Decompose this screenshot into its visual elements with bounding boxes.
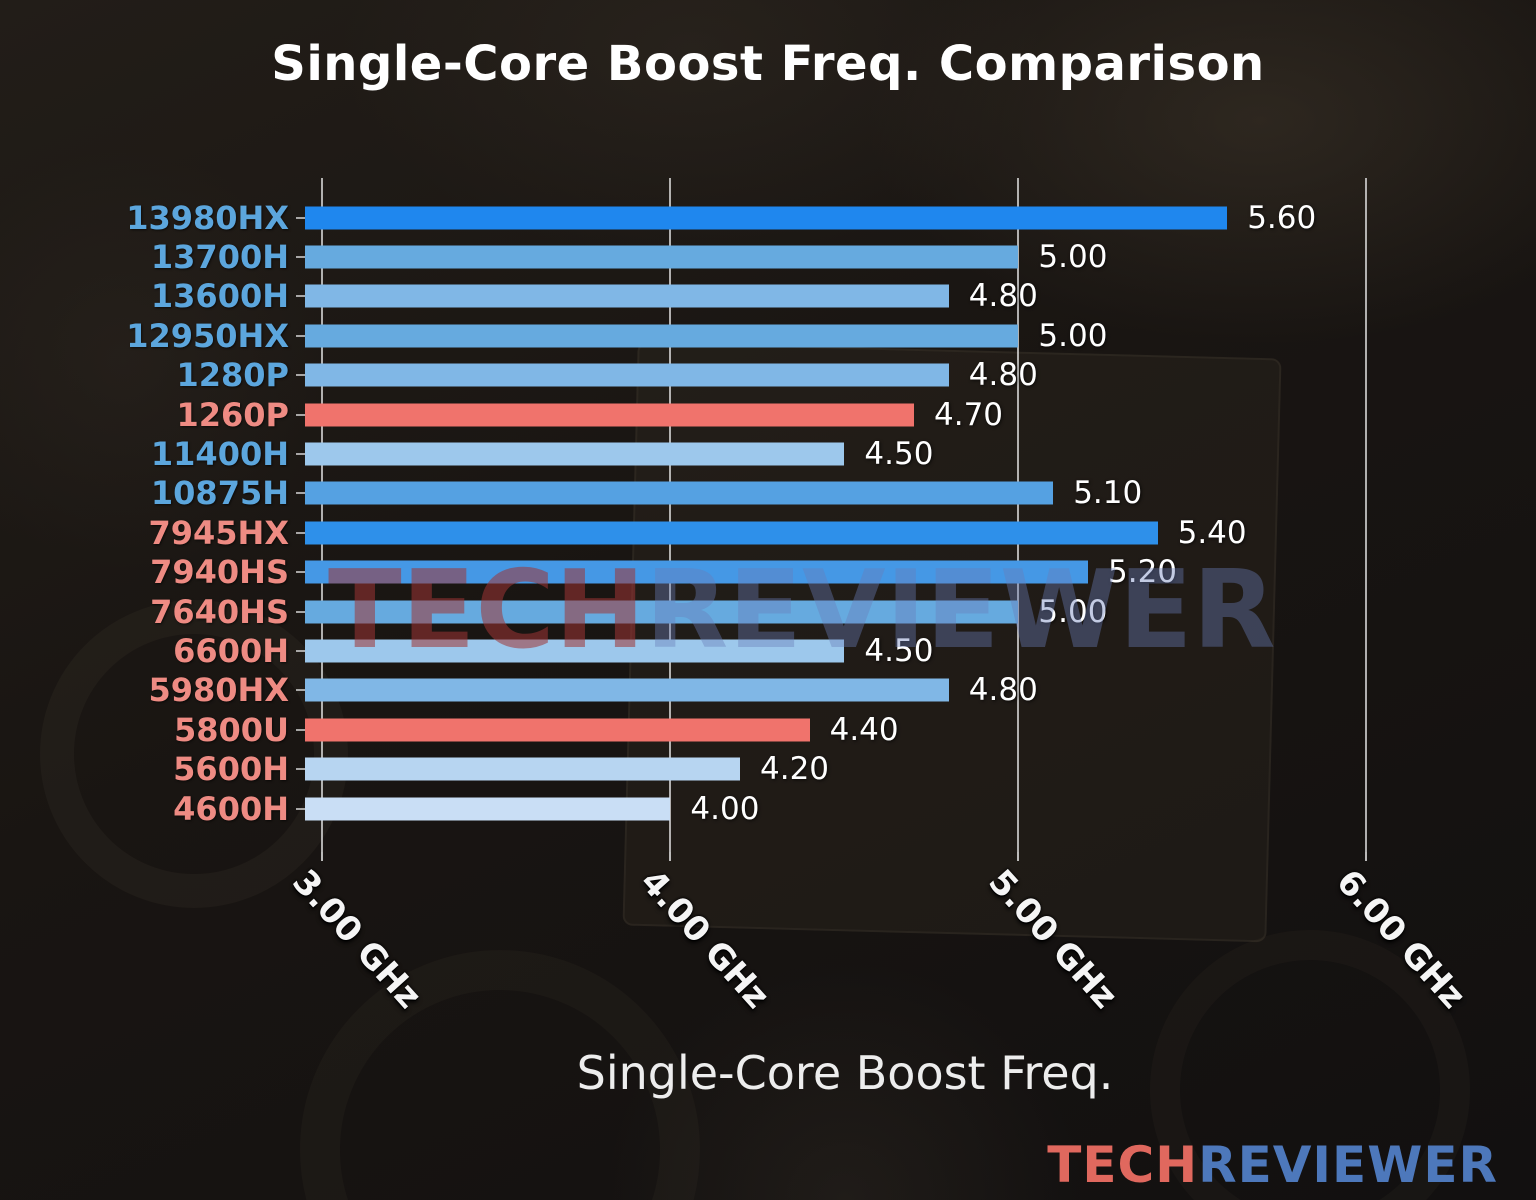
logo-tech: TECH	[1047, 1136, 1199, 1194]
bar-area: 4.70	[305, 395, 1536, 434]
bar	[305, 600, 1019, 624]
bar-area: 4.80	[305, 356, 1536, 395]
bar-area: 4.50	[305, 434, 1536, 473]
category-label: 12950HX	[126, 316, 289, 355]
bar	[305, 797, 671, 821]
category-label: 13980HX	[126, 198, 289, 237]
x-tick-mark	[321, 852, 324, 861]
category-label: 5800U	[173, 710, 289, 749]
value-label: 4.50	[864, 436, 934, 473]
category-label: 13700H	[150, 238, 289, 277]
value-label: 5.00	[1038, 317, 1108, 354]
bar	[305, 206, 1228, 230]
category-label: 1280P	[176, 356, 289, 395]
bar	[305, 757, 740, 781]
category-label: 11400H	[150, 435, 289, 474]
bar-area: 4.80	[305, 277, 1536, 316]
value-label: 5.10	[1073, 475, 1143, 512]
logo-reviewer: REVIEWER	[1198, 1136, 1498, 1194]
chart-row: 1280P 4.80	[0, 356, 1536, 395]
bar	[305, 403, 914, 427]
category-label: 5600H	[173, 750, 289, 789]
chart-row: 5980HX 4.80	[0, 671, 1536, 710]
value-label: 5.20	[1108, 554, 1178, 591]
x-axis-label: Single-Core Boost Freq.	[576, 1046, 1114, 1100]
bar-area: 4.80	[305, 671, 1536, 710]
chart-row: 10875H 5.10	[0, 474, 1536, 513]
value-label: 4.40	[829, 711, 899, 748]
chart-row: 4600H 4.00	[0, 789, 1536, 828]
category-label: 7940HS	[150, 553, 289, 592]
x-tick-label: 3.00 GHz	[284, 862, 430, 1017]
x-tick-label: 6.00 GHz	[1328, 862, 1474, 1017]
x-tick-mark	[669, 852, 672, 861]
bar	[305, 284, 949, 308]
chart-row: 5800U 4.40	[0, 710, 1536, 749]
chart-row: 11400H 4.50	[0, 434, 1536, 473]
category-label: 6600H	[173, 631, 289, 670]
chart-row: 7945HX 5.40	[0, 513, 1536, 552]
x-tick-mark	[1017, 852, 1020, 861]
chart-title: Single-Core Boost Freq. Comparison	[271, 36, 1265, 92]
bar-area: 5.20	[305, 553, 1536, 592]
category-label: 5980HX	[148, 671, 289, 710]
category-label: 7640HS	[150, 592, 289, 631]
bar-area: 5.40	[305, 513, 1536, 552]
category-label: 1260P	[176, 395, 289, 434]
value-label: 4.00	[690, 790, 760, 827]
category-label: 7945HX	[148, 513, 289, 552]
value-label: 4.80	[968, 278, 1038, 315]
bar-area: 5.00	[305, 237, 1536, 276]
bar	[305, 718, 810, 742]
category-label: 13600H	[150, 277, 289, 316]
value-label: 4.70	[934, 396, 1004, 433]
value-label: 4.80	[968, 357, 1038, 394]
value-label: 5.40	[1177, 514, 1247, 551]
bar	[305, 678, 949, 702]
bar	[305, 639, 845, 663]
chart-row: 1260P 4.70	[0, 395, 1536, 434]
chart-row: 12950HX 5.00	[0, 316, 1536, 355]
bar	[305, 560, 1088, 584]
value-label: 4.50	[864, 632, 934, 669]
chart-row: 13980HX 5.60	[0, 198, 1536, 237]
chart-row: 5600H 4.20	[0, 749, 1536, 788]
bar	[305, 481, 1054, 505]
chart-row: 7640HS 5.00	[0, 592, 1536, 631]
value-label: 4.20	[760, 751, 830, 788]
bar-area: 4.00	[305, 789, 1536, 828]
bar	[305, 324, 1019, 348]
bar-area: 4.20	[305, 749, 1536, 788]
chart-row: 6600H 4.50	[0, 631, 1536, 670]
value-label: 4.80	[968, 672, 1038, 709]
bar-area: 5.10	[305, 474, 1536, 513]
x-tick-label: 4.00 GHz	[632, 862, 778, 1017]
value-label: 5.60	[1247, 199, 1317, 236]
value-label: 5.00	[1038, 239, 1108, 276]
category-label: 10875H	[150, 474, 289, 513]
bar-area: 4.50	[305, 631, 1536, 670]
bar	[305, 245, 1019, 269]
bar	[305, 363, 949, 387]
techreviewer-logo: TECHREVIEWER	[1047, 1136, 1498, 1194]
x-tick-label: 5.00 GHz	[980, 862, 1126, 1017]
bar-area: 5.00	[305, 316, 1536, 355]
bar-area: 5.60	[305, 198, 1536, 237]
bar-area: 5.00	[305, 592, 1536, 631]
chart-row: 13700H 5.00	[0, 237, 1536, 276]
category-label: 4600H	[173, 789, 289, 828]
chart-row: 7940HS 5.20	[0, 553, 1536, 592]
x-tick-mark	[1365, 852, 1368, 861]
bar-area: 4.40	[305, 710, 1536, 749]
chart-row: 13600H 4.80	[0, 277, 1536, 316]
bar	[305, 521, 1158, 545]
bar	[305, 442, 845, 466]
value-label: 5.00	[1038, 593, 1108, 630]
bar-chart: 13980HX 5.60 13700H 5.00 13600H 4.80 129…	[0, 198, 1536, 828]
